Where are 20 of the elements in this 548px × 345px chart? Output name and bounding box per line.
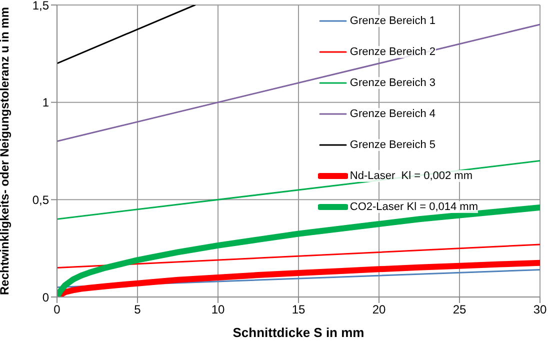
x-tick-label: 0: [54, 302, 61, 317]
legend-label: Grenze Bereich 1: [350, 14, 436, 26]
legend-label: Grenze Bereich 5: [350, 138, 436, 150]
x-tick-label: 20: [372, 302, 386, 317]
y-tick-label: 0,5: [32, 192, 50, 207]
x-tick-label: 15: [292, 302, 306, 317]
legend-label: Grenze Bereich 4: [350, 108, 436, 120]
x-axis-title: Schnittdicke S in mm: [232, 325, 364, 340]
x-tick-label: 25: [452, 302, 466, 317]
legend-label: Grenze Bereich 3: [350, 76, 436, 88]
legend-label: Grenze Bereich 2: [350, 46, 436, 58]
legend-label: Nd-Laser Kl = 0,002 mm: [350, 170, 472, 182]
y-tick-label: 1,5: [32, 0, 50, 12]
y-tick-label: 1: [42, 96, 50, 110]
y-axis-title: Rechtwinkligkeits- oder Neigungstoleranz u in mm: [0, 6, 12, 296]
legend-label: CO2-Laser Kl = 0,014 mm: [350, 200, 478, 212]
y-tick-label: 0: [42, 290, 50, 304]
x-tick-label: 30: [533, 302, 547, 317]
x-tick-label: 10: [211, 302, 225, 317]
x-tick-label: 5: [134, 302, 142, 317]
